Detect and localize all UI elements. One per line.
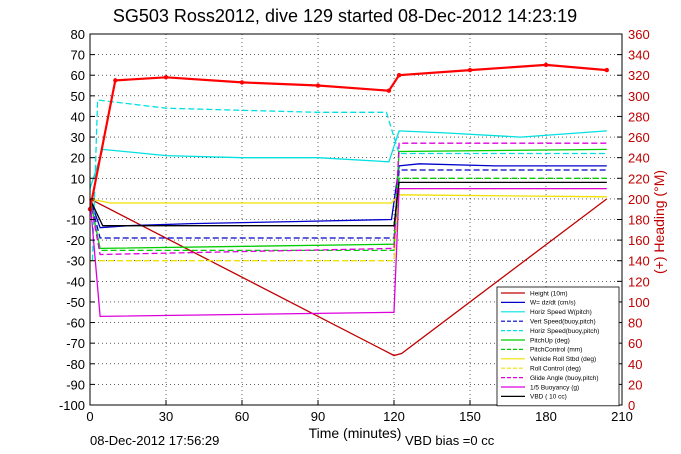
y2-tick-label: 0 (628, 398, 635, 413)
legend-label: Horiz Speed(buoy,pitch) (530, 328, 599, 335)
series-line-heading-m (88, 63, 607, 210)
y2-tick-label: 260 (628, 130, 650, 145)
y2-tick-label: 20 (628, 377, 642, 392)
y-tick-label: 20 (71, 151, 85, 166)
y-tick-label: -30 (66, 254, 85, 269)
legend: Height (10m) W= dz/dt (cm/s) Horiz Speed W… (496, 286, 620, 407)
legend-label: Roll Control (deg) (530, 366, 581, 373)
x-tick-label: 210 (611, 409, 633, 424)
y-tick-label: 80 (71, 27, 85, 42)
series-line-w-dz-dt-cm-s (89, 163, 607, 229)
y-tick-label: 40 (71, 109, 85, 124)
y-tick-label: -100 (59, 398, 85, 413)
y2-tick-label: 220 (628, 171, 650, 186)
legend-label: Vert Speed(buoy,pitch) (530, 319, 596, 326)
x-tick-label: 150 (459, 409, 481, 424)
series-point-heading-m (239, 80, 245, 85)
series-line-pitchcontrol-mm (89, 177, 607, 252)
y2-axis-label: (+) Heading (°M) (651, 170, 667, 274)
series-point-heading-m (396, 73, 402, 78)
y2-tick-label: 60 (628, 336, 642, 351)
y-tick-label: -50 (66, 295, 85, 310)
y-tick-label: 10 (71, 171, 85, 186)
y2-tick-label: 140 (628, 254, 650, 269)
series-line-vbd-10-cc (89, 181, 607, 227)
y-tick-label: -90 (66, 377, 85, 392)
legend-label: PitchControl (mm) (530, 347, 582, 354)
x-tick-label: 0 (86, 409, 93, 424)
y2-tick-label: 100 (628, 295, 650, 310)
y-tick-label: 50 (71, 89, 85, 104)
y-tick-label: 30 (71, 130, 85, 145)
series-line-height-10m (89, 198, 608, 357)
series-point-heading-m (604, 67, 609, 73)
y2-tick-label: 240 (628, 151, 650, 166)
legend-label: Vehicle Roll Stbd (deg) (530, 356, 596, 363)
legend-label: Height (10m) (530, 290, 568, 297)
series-line-horiz-speed-buoy-pitch (91, 99, 607, 261)
y-tick-label: -10 (66, 213, 85, 228)
y2-tick-label: 40 (628, 357, 642, 372)
y2-tick-label: 320 (628, 68, 650, 83)
series-line-1-5-buoyancy-g (89, 187, 607, 318)
legend-label: 1/5 Buoyancy (g) (530, 384, 579, 391)
y-tick-label: 70 (71, 48, 85, 63)
series-point-heading-m (467, 67, 473, 73)
y2-tick-label: 340 (628, 48, 650, 63)
axis-ticks: 0 30 60 90 120 150 180 210-100-90-80-70-60-50-4… (59, 27, 650, 424)
y2-tick-label: 200 (628, 192, 650, 207)
y2-tick-label: 300 (628, 89, 650, 104)
x-tick-label: 120 (383, 409, 405, 424)
series-point-heading-m (113, 78, 118, 83)
series-point-heading-m (163, 75, 169, 80)
y2-tick-label: 280 (628, 109, 650, 124)
footer-date: 08-Dec-2012 17:56:29 (90, 433, 219, 448)
y-tick-label: -20 (66, 233, 85, 248)
y-tick-label: -40 (66, 274, 85, 289)
y-tick-label: -80 (66, 357, 85, 372)
x-tick-label: 60 (235, 409, 249, 424)
series-point-heading-m (386, 88, 392, 93)
y2-tick-label: 80 (628, 316, 642, 331)
legend-label: Glide Angle (buoy,pitch) (530, 375, 599, 382)
y2-tick-label: 360 (628, 27, 650, 42)
chart-title: SG503 Ross2012, dive 129 started 08-Dec-… (113, 6, 577, 26)
footer-vbd-bias: VBD bias =0 cc (405, 433, 495, 448)
y-tick-label: 60 (71, 68, 85, 83)
series-layer (87, 62, 609, 357)
x-tick-label: 180 (535, 409, 557, 424)
x-axis-label: Time (minutes) (309, 425, 402, 441)
legend-label: PitchUp (deg) (530, 337, 570, 344)
y-tick-label: -60 (66, 316, 85, 331)
x-tick-label: 30 (159, 409, 173, 424)
legend-label: VBD ( 10 cc) (530, 394, 567, 401)
series-point-heading-m (543, 62, 549, 68)
legend-label: W= dz/dt (cm/s) (530, 300, 576, 307)
x-tick-label: 90 (311, 409, 325, 424)
legend-box (496, 286, 620, 407)
y-tick-label: -70 (66, 336, 85, 351)
series-line-glide-angle-buoy-pitch (89, 142, 607, 256)
series-point-heading-m (315, 83, 321, 88)
legend-label: Horiz Speed W(pitch) (530, 309, 592, 316)
y2-tick-label: 120 (628, 274, 650, 289)
y2-tick-label: 180 (628, 213, 650, 228)
y2-tick-label: 160 (628, 233, 650, 248)
series-line-horiz-speed-w-pitch (89, 130, 607, 189)
y-tick-label: 0 (78, 192, 85, 207)
